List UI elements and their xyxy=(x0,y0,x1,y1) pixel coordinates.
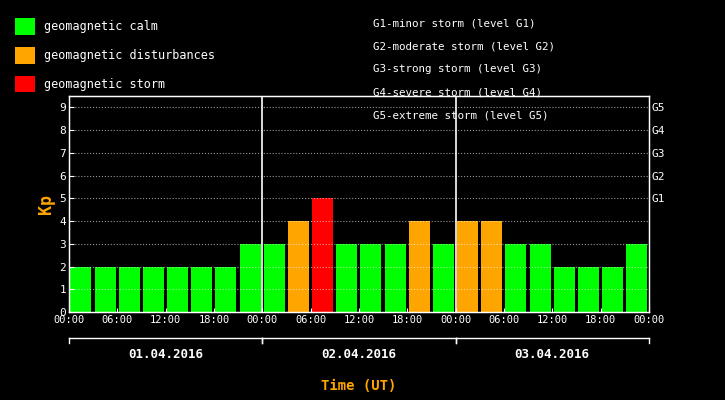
Bar xyxy=(409,221,430,312)
Text: G4-severe storm (level G4): G4-severe storm (level G4) xyxy=(373,88,542,98)
Bar xyxy=(312,198,333,312)
Bar xyxy=(240,244,260,312)
Bar xyxy=(578,266,599,312)
Text: 02.04.2016: 02.04.2016 xyxy=(321,348,397,360)
Bar xyxy=(288,221,309,312)
Text: geomagnetic disturbances: geomagnetic disturbances xyxy=(44,49,215,62)
Bar xyxy=(70,266,91,312)
Text: 03.04.2016: 03.04.2016 xyxy=(515,348,589,360)
Text: Time (UT): Time (UT) xyxy=(321,379,397,393)
Bar xyxy=(143,266,164,312)
Y-axis label: Kp: Kp xyxy=(37,194,55,214)
Text: G3-strong storm (level G3): G3-strong storm (level G3) xyxy=(373,64,542,74)
Bar xyxy=(385,244,405,312)
Bar xyxy=(119,266,140,312)
Bar xyxy=(360,244,381,312)
Bar xyxy=(167,266,188,312)
Bar xyxy=(215,266,236,312)
Bar xyxy=(433,244,454,312)
Bar xyxy=(530,244,550,312)
Bar xyxy=(505,244,526,312)
Bar xyxy=(336,244,357,312)
Text: geomagnetic calm: geomagnetic calm xyxy=(44,20,157,33)
Bar xyxy=(264,244,285,312)
Bar xyxy=(554,266,575,312)
Bar xyxy=(626,244,647,312)
Bar xyxy=(191,266,212,312)
Text: 01.04.2016: 01.04.2016 xyxy=(128,348,203,360)
Bar xyxy=(95,266,115,312)
Bar xyxy=(457,221,478,312)
Bar xyxy=(481,221,502,312)
Text: G2-moderate storm (level G2): G2-moderate storm (level G2) xyxy=(373,41,555,51)
Text: G5-extreme storm (level G5): G5-extreme storm (level G5) xyxy=(373,111,549,121)
Text: G1-minor storm (level G1): G1-minor storm (level G1) xyxy=(373,18,536,28)
Text: geomagnetic storm: geomagnetic storm xyxy=(44,78,165,90)
Bar xyxy=(602,266,623,312)
